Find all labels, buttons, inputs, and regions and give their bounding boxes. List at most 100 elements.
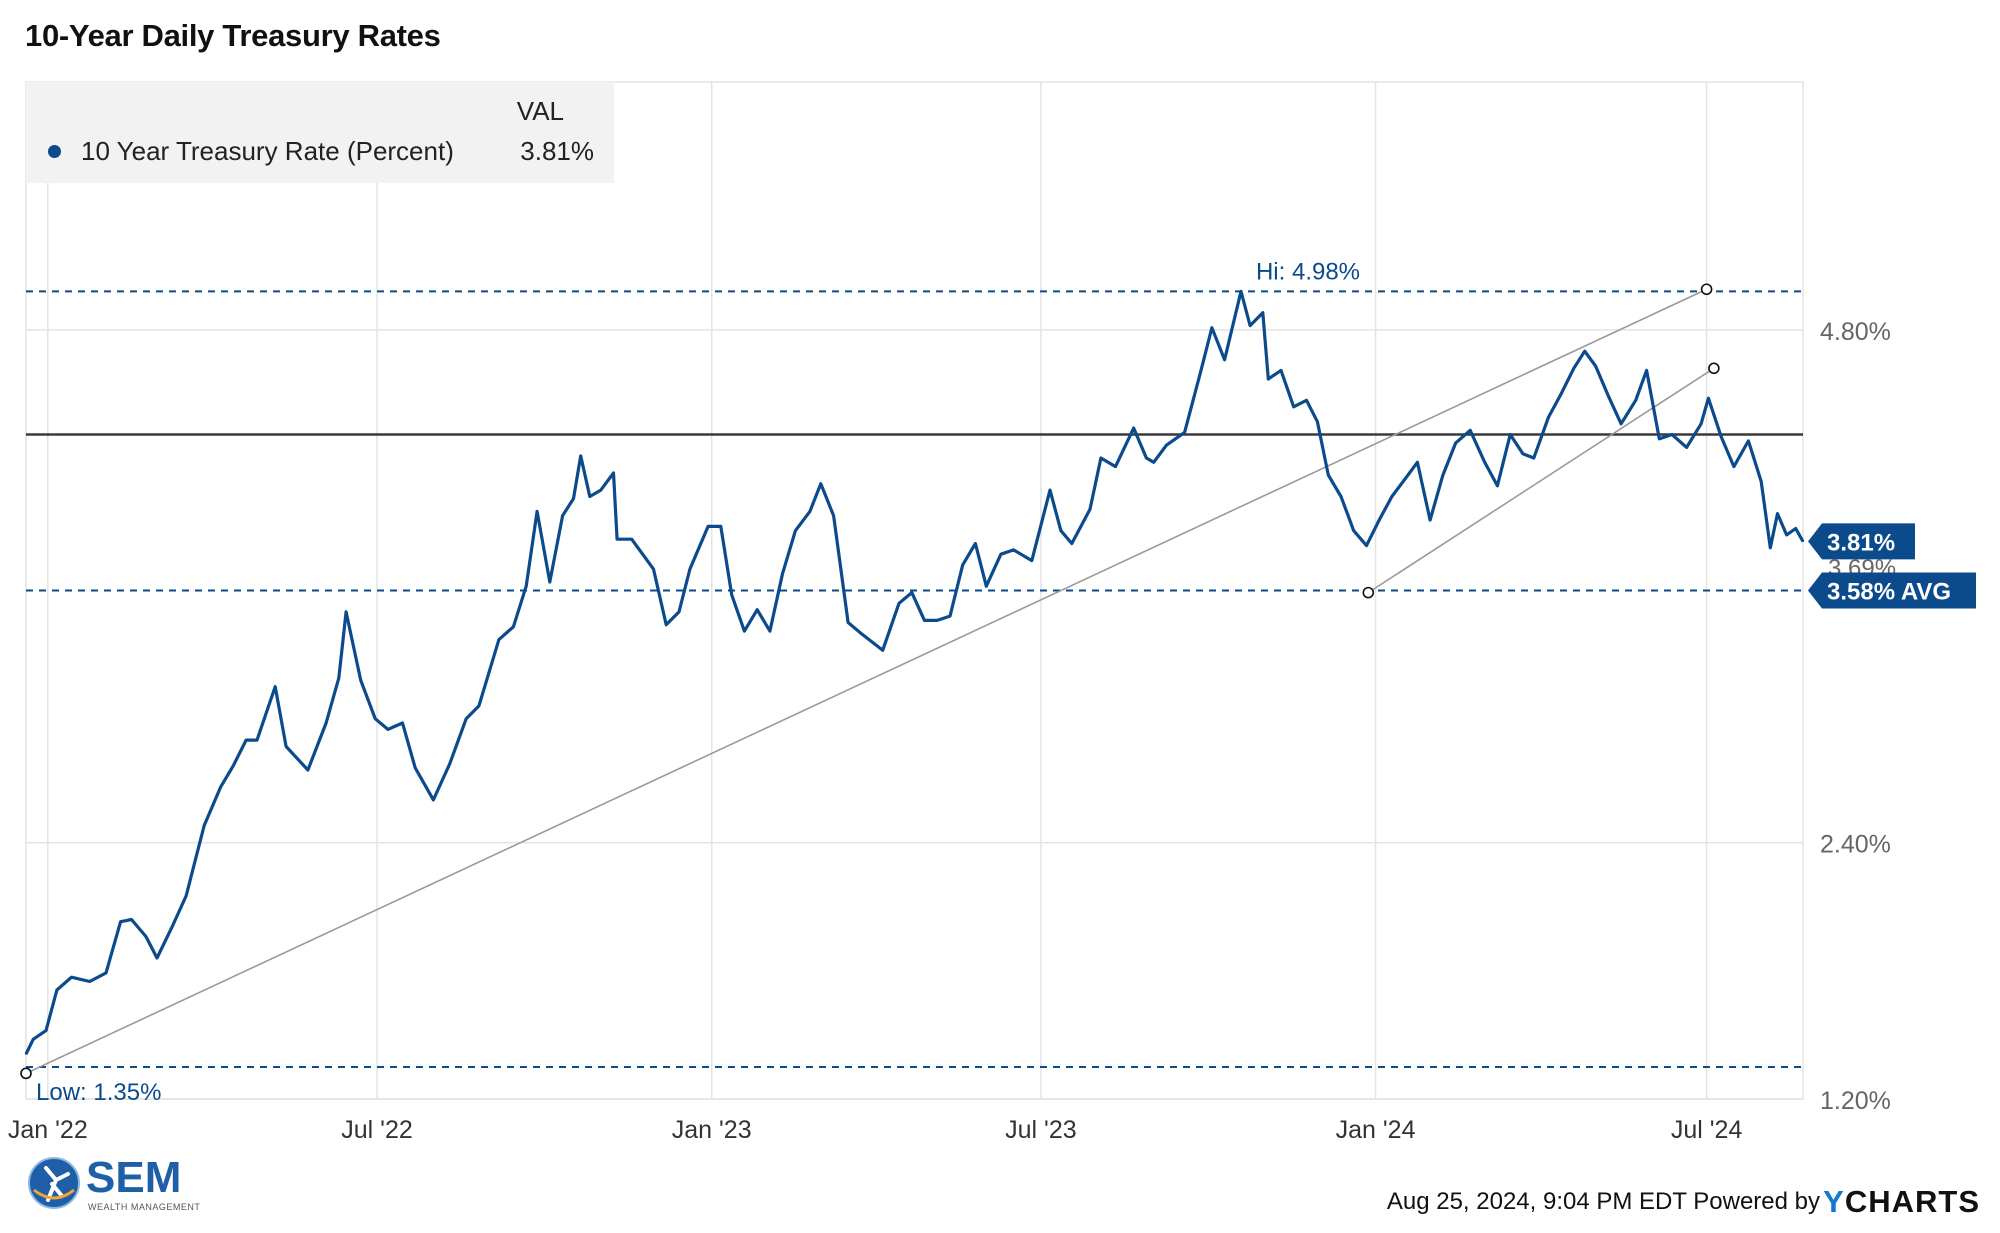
data-point [498, 638, 500, 641]
data-point [781, 572, 784, 575]
data-point [432, 799, 435, 801]
data-point [719, 525, 722, 528]
high-annotation: Hi: 4.98% [1256, 258, 1360, 285]
y-tick-label: 2.40% [1820, 831, 1891, 859]
average-tag-bg [1808, 572, 1976, 609]
data-point [599, 489, 602, 491]
data-point [1031, 559, 1033, 562]
data-point [910, 591, 913, 594]
legend-series-name: 10 Year Treasury Rate (Percent) [81, 135, 454, 166]
data-point [105, 972, 107, 974]
data-point [1200, 369, 1202, 372]
x-tick-label: Jul '24 [1671, 1116, 1743, 1144]
trend-line [1367, 367, 1715, 594]
sem-logo: SEM WEALTH MANAGEMENT [28, 1153, 200, 1212]
data-point [881, 649, 884, 652]
data-point [1071, 542, 1073, 545]
data-point [1794, 527, 1797, 530]
data-point [847, 621, 849, 624]
data-point [1700, 423, 1702, 425]
series-points [25, 290, 1804, 1055]
data-point [616, 538, 618, 541]
data-point [1403, 478, 1406, 481]
data-point [730, 593, 733, 596]
data-point [119, 920, 122, 923]
data-point [512, 626, 515, 628]
data-point [1132, 427, 1135, 429]
data-point [465, 717, 467, 720]
data-point [612, 472, 615, 474]
data-point [860, 632, 862, 635]
data-point [949, 615, 951, 617]
data-point [1100, 457, 1102, 459]
data-point [743, 630, 746, 632]
footer-timestamp: Aug 25, 2024, 9:04 PM EDT Powered by [1386, 1188, 1820, 1215]
x-tick-label: Jan '22 [8, 1116, 88, 1144]
data-point [1152, 461, 1155, 464]
legend-header: VAL [516, 96, 564, 126]
data-point [1000, 553, 1002, 555]
data-point [630, 538, 633, 541]
low-annotation: Low: 1.35% [36, 1079, 161, 1106]
data-point [1145, 457, 1148, 459]
data-point [1483, 461, 1486, 464]
y-tick-label: 1.20% [1820, 1087, 1891, 1115]
data-point [1573, 367, 1575, 370]
data-point [1607, 395, 1610, 397]
trend-line-start-marker [1362, 586, 1375, 599]
data-point [285, 745, 287, 748]
data-point [1240, 290, 1242, 293]
data-point [1292, 405, 1295, 408]
data-point [1165, 444, 1168, 447]
data-point [923, 619, 926, 622]
data-point [1620, 423, 1622, 425]
data-point [579, 455, 582, 457]
data-point [1496, 485, 1499, 487]
trend-line [25, 288, 1707, 1075]
data-point [974, 542, 977, 545]
data-point [756, 608, 758, 611]
data-point [1429, 519, 1431, 521]
average-tag: 3.58% AVG [1827, 579, 1951, 606]
data-point [678, 611, 680, 613]
data-point [1634, 399, 1637, 402]
data-point [589, 495, 591, 498]
data-point [1211, 326, 1213, 329]
data-point [345, 611, 347, 613]
data-point [689, 568, 691, 570]
trend-line-end-marker [1700, 283, 1713, 296]
data-point [1522, 452, 1524, 455]
data-point [1645, 369, 1648, 372]
legend-series-value: 3.81% [520, 135, 594, 166]
data-point [1352, 529, 1355, 532]
data-point [1442, 474, 1444, 476]
data-point [809, 510, 811, 513]
x-tick-label: Jan '23 [672, 1116, 752, 1144]
data-point [1707, 397, 1710, 400]
trend-line-start-marker [20, 1067, 32, 1080]
data-point [936, 619, 939, 622]
chart-title: 10-Year Daily Treasury Rates [25, 18, 441, 53]
data-point [387, 728, 389, 731]
data-point [1785, 534, 1788, 536]
data-point [769, 630, 771, 632]
data-point [359, 679, 362, 682]
data-point [1223, 358, 1226, 361]
data-point [985, 585, 988, 588]
x-tick-label: Jul '22 [341, 1116, 412, 1144]
data-point [156, 957, 158, 959]
data-point [1760, 480, 1762, 483]
data-point [1305, 399, 1308, 402]
data-point [1469, 429, 1471, 432]
data-point [1378, 519, 1381, 521]
data-point [1658, 438, 1661, 440]
data-point [1262, 311, 1264, 314]
data-point [1114, 465, 1117, 468]
data-point [56, 989, 58, 991]
data-point [652, 568, 655, 570]
data-point [170, 927, 173, 929]
data-point [707, 525, 709, 528]
data-point [1454, 442, 1457, 444]
legend-item[interactable]: 10 Year Treasury Rate (Percent) 3.81% [48, 134, 594, 168]
